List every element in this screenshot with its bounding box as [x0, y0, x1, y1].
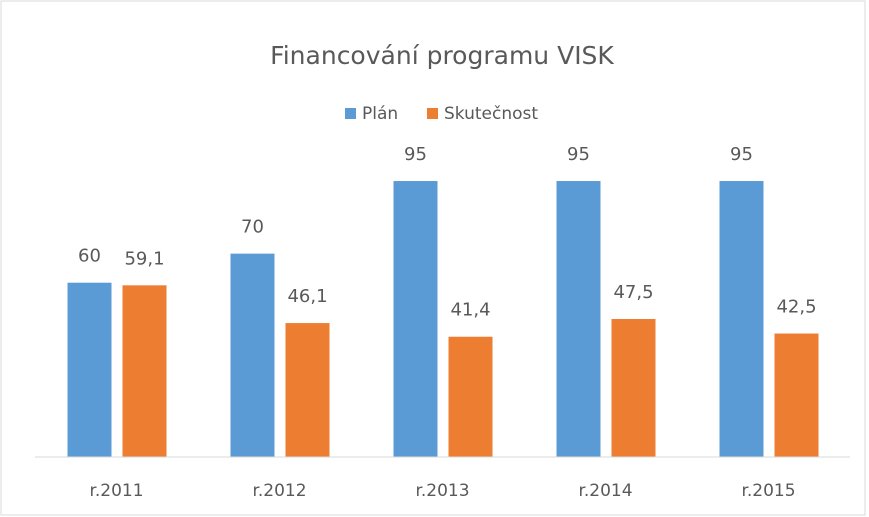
bar	[556, 181, 601, 457]
bar	[719, 181, 764, 457]
bar	[393, 181, 438, 457]
data-label: 47,5	[613, 282, 653, 303]
legend-label: Skutečnost	[444, 104, 538, 124]
legend-label: Plán	[362, 104, 398, 124]
data-label: 95	[567, 144, 590, 165]
legend-swatch	[427, 108, 438, 119]
chart-title: Financování programu VISK	[270, 41, 614, 70]
x-tick-label: r.2014	[578, 481, 632, 501]
x-tick-label: r.2011	[89, 481, 143, 501]
legend-swatch	[345, 108, 356, 119]
data-label: 59,1	[124, 248, 164, 269]
x-tick-label: r.2015	[741, 481, 795, 501]
data-label: 46,1	[287, 286, 327, 307]
bar	[448, 336, 493, 457]
data-label: 95	[730, 144, 753, 165]
data-label: 60	[78, 246, 101, 267]
bar	[285, 323, 330, 457]
bar	[67, 282, 112, 457]
x-tick-label: r.2012	[252, 481, 306, 501]
x-tick-label: r.2013	[415, 481, 469, 501]
data-label: 95	[404, 144, 427, 165]
bar	[611, 319, 656, 457]
data-label: 70	[241, 217, 264, 238]
data-label: 41,4	[450, 300, 490, 321]
bar	[774, 333, 819, 457]
data-label: 42,5	[776, 297, 816, 318]
bar	[230, 253, 275, 457]
bar	[122, 285, 167, 457]
